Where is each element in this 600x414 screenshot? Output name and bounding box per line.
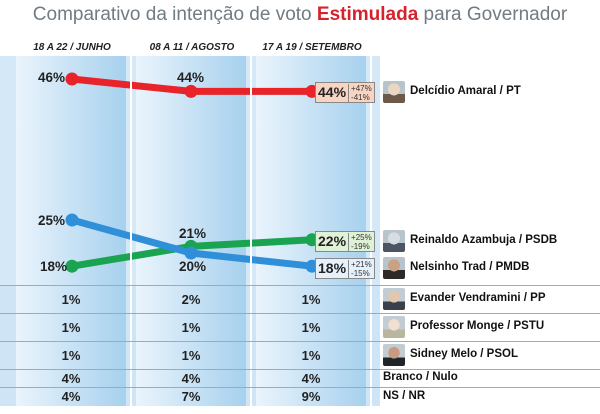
row-value: 1% [61,291,81,307]
row-value: 4% [181,370,201,386]
point-nelsinho-1 [65,213,79,227]
row-label: Sidney Melo / PSOL [410,348,518,360]
data-label-reinaldo-2: 21% [179,226,207,241]
row-value: 2% [181,291,201,307]
margin-range-delcidio: +47% -41% [348,83,374,102]
row-divider [0,285,600,286]
column-separator-2 [250,56,252,406]
title-suffix: para Governador [418,4,568,25]
row-value: 4% [61,370,81,386]
row-value: 4% [301,370,321,386]
row-label: Professor Monge / PSTU [410,320,545,332]
column-separator-1 [130,56,132,406]
candidate-photo [383,316,405,338]
row-value: 1% [181,319,201,335]
row-label: Branco / Nulo [383,371,458,383]
row-divider [0,387,600,388]
row-value: 1% [181,347,201,363]
data-label-nelsinho-2: 20% [179,259,207,274]
column-band-2 [136,56,246,406]
point-reinaldo-1 [65,259,79,273]
data-label-nelsinho-1: 25% [38,213,66,228]
margin-low: -41% [351,92,370,102]
final-value-box-nelsinho: 18% +21% -15% [315,258,375,279]
margin-high: +21% [351,259,372,269]
row-value: 1% [301,347,321,363]
candidate-photo-reinaldo [383,230,405,252]
margin-low: -19% [351,241,370,251]
title-highlight: Estimulada [316,4,419,25]
margin-high: +47% [351,83,372,93]
data-label-delcidio-2: 44% [177,70,205,85]
point-delcidio-1 [65,72,79,86]
margin-low: -15% [351,268,370,278]
data-label-reinaldo-1: 18% [40,259,68,274]
final-value-reinaldo: 22% [318,233,347,249]
candidate-photo-nelsinho [383,257,405,279]
row-value: 1% [301,319,321,335]
candidate-name-delcidio: Delcídio Amaral / PT [410,85,521,97]
chart-title: Comparativo da intenção de voto Estimula… [0,4,600,26]
period-label-2: 08 A 11 / AGOSTO [149,42,235,53]
candidate-photo-delcidio [383,81,405,103]
final-value-box-delcidio: 44% +47% -41% [315,82,375,103]
candidate-name-nelsinho: Nelsinho Trad / PMDB [410,261,530,273]
margin-range-nelsinho: +21% -15% [348,259,374,278]
row-value: 7% [181,389,201,404]
margin-high: +25% [351,232,372,242]
final-value-box-reinaldo: 22% +25% -19% [315,231,375,252]
row-value: 1% [301,291,321,307]
candidate-name-reinaldo: Reinaldo Azambuja / PSDB [410,234,558,246]
candidate-photo [383,344,405,366]
row-divider [0,369,600,370]
candidate-photo [383,288,405,310]
row-label: Evander Vendramini / PP [410,292,546,304]
row-value: 1% [61,347,81,363]
point-delcidio-2 [184,84,198,98]
margin-range-reinaldo: +25% -19% [348,232,374,251]
period-label-1: 18 A 22 / JUNHO [33,42,111,53]
row-divider [0,313,600,314]
row-value: 1% [61,319,81,335]
row-value: 4% [61,389,81,404]
row-divider [0,341,600,342]
period-label-3: 17 A 19 / SETEMBRO [262,42,362,53]
title-prefix: Comparativo da intenção de voto [32,4,317,25]
final-value-delcidio: 44% [318,84,347,100]
final-value-nelsinho: 18% [318,260,347,276]
row-label: NS / NR [383,389,426,402]
row-value: 9% [301,389,321,404]
point-nelsinho-2 [184,246,198,260]
data-label-delcidio-1: 46% [38,70,66,85]
